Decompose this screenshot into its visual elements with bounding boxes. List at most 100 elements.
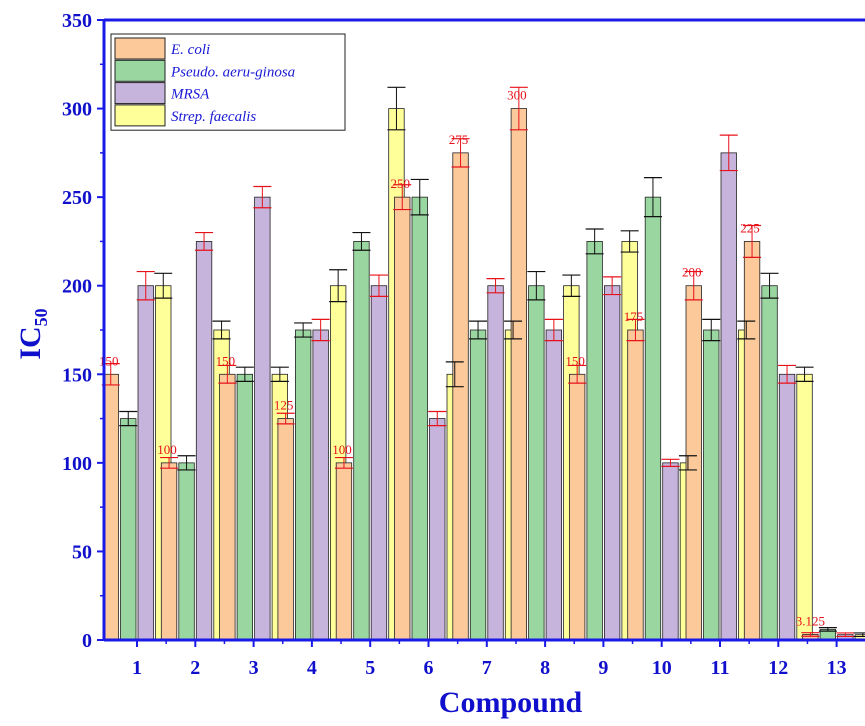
bar-2-1 (120, 418, 137, 641)
data-label-3: 150 (216, 353, 236, 368)
x-tick-label-13: 13 (827, 657, 847, 679)
bar-2-11 (703, 329, 720, 641)
legend-label-3: MRSA (170, 87, 210, 103)
error-bar-4-3 (270, 366, 289, 382)
data-label-6: 250 (391, 176, 411, 191)
bar-3-4 (312, 329, 329, 641)
bar-3-11 (720, 152, 737, 641)
bar-2-7 (469, 329, 487, 641)
error-bar-2-13 (818, 626, 837, 632)
y-tick-label-250: 250 (62, 187, 92, 209)
error-bar-3-12 (778, 364, 797, 384)
x-tick-label-1: 1 (132, 657, 142, 679)
bar-1-6 (394, 196, 411, 641)
y-tick-label-150: 150 (62, 364, 92, 386)
x-tick-label-12: 12 (768, 657, 788, 679)
error-bar-3-9 (603, 276, 622, 296)
error-bar-2-6 (410, 178, 429, 216)
data-label-8: 300 (507, 88, 527, 103)
y-tick-label-200: 200 (62, 276, 92, 298)
error-bar-1-2 (160, 456, 179, 469)
x-tick-label-4: 4 (307, 657, 317, 679)
x-tick-label-9: 9 (598, 657, 608, 679)
bar-4-12 (796, 373, 813, 641)
error-bar-3-2 (195, 231, 214, 251)
data-label-2: 100 (157, 442, 177, 457)
error-bars-layer (101, 86, 865, 638)
legend-swatch-4 (114, 104, 166, 127)
legend-swatch-3 (114, 82, 166, 105)
x-tick-label-5: 5 (365, 657, 375, 679)
y-axis-title-main: IC (14, 326, 47, 359)
data-label-10: 175 (624, 309, 644, 324)
bar-1-3 (219, 373, 236, 641)
legend-label-2: Pseudo. aeru-ginosa (170, 64, 295, 80)
bar-3-10 (662, 462, 679, 641)
bar-2-6 (411, 196, 428, 641)
error-bar-4-1 (154, 272, 173, 299)
bar-2-8 (528, 285, 545, 641)
data-label-7: 275 (449, 132, 469, 147)
error-bar-4-13 (853, 632, 865, 638)
error-bar-3-5 (369, 274, 388, 297)
error-bar-1-11 (684, 270, 703, 301)
bar-1-9 (569, 373, 586, 641)
error-bar-3-7 (486, 278, 505, 294)
error-bar-4-11 (737, 320, 756, 340)
y-tick-label-50: 50 (72, 541, 92, 563)
error-bar-4-5 (387, 86, 406, 131)
error-bar-1-5 (334, 456, 353, 469)
error-bar-1-3 (218, 364, 237, 384)
error-bar-2-12 (760, 272, 779, 299)
error-bar-4-6 (445, 361, 464, 388)
error-bar-3-8 (544, 318, 563, 342)
bar-2-5 (353, 241, 370, 641)
bar-3-3 (254, 196, 271, 641)
x-tick-label-8: 8 (540, 657, 550, 679)
bar-1-12 (743, 241, 761, 641)
error-bar-3-4 (311, 318, 330, 342)
error-bar-1-12 (743, 224, 762, 258)
bar-1-10 (627, 329, 644, 641)
error-bar-4-10 (678, 455, 697, 471)
bar-1-7 (452, 152, 469, 641)
bar-3-6 (429, 418, 446, 641)
bar-2-3 (236, 373, 254, 641)
legend-label-4: Strep. faecalis (171, 109, 256, 125)
error-bar-4-4 (329, 269, 348, 303)
error-bar-1-13 (801, 632, 820, 637)
bar-2-2 (178, 462, 195, 641)
data-label-13: 3.125 (796, 613, 825, 628)
x-tick-label-6: 6 (424, 657, 434, 679)
bar-3-5 (370, 285, 388, 641)
error-bar-2-8 (527, 270, 546, 301)
bar-1-4 (277, 418, 294, 641)
bar-2-4 (294, 329, 312, 641)
y-tick-label-0: 0 (82, 630, 92, 652)
error-bar-2-1 (119, 410, 138, 427)
error-bar-2-7 (469, 320, 488, 340)
error-bar-1-8 (509, 86, 528, 131)
data-label-9: 150 (565, 353, 585, 368)
bar-2-10 (644, 196, 662, 641)
legend-label-1: E. coli (170, 42, 210, 58)
error-bar-3-1 (136, 270, 155, 301)
bars-layer (102, 108, 865, 641)
x-tick-label-2: 2 (190, 657, 200, 679)
legend: E. coli Pseudo. aeru-ginosa MRSA Strep. fae… (110, 33, 346, 131)
error-bar-2-11 (702, 318, 721, 342)
y-axis-title-subscript: 50 (31, 308, 51, 326)
y-tick-label-350: 350 (62, 10, 92, 32)
error-bar-4-12 (795, 366, 814, 382)
error-bar-4-9 (620, 230, 639, 253)
error-bar-4-8 (562, 274, 581, 297)
bar-2-9 (586, 241, 603, 641)
bar-3-7 (487, 285, 504, 641)
bar-1-5 (335, 462, 353, 641)
data-labels-layer: 150 100 150 125 100 250 275 300 150 175 200 225 3.12… (99, 88, 825, 629)
error-bar-2-2 (177, 455, 196, 471)
data-label-12: 225 (740, 220, 760, 235)
x-tick-label-10: 10 (652, 657, 672, 679)
